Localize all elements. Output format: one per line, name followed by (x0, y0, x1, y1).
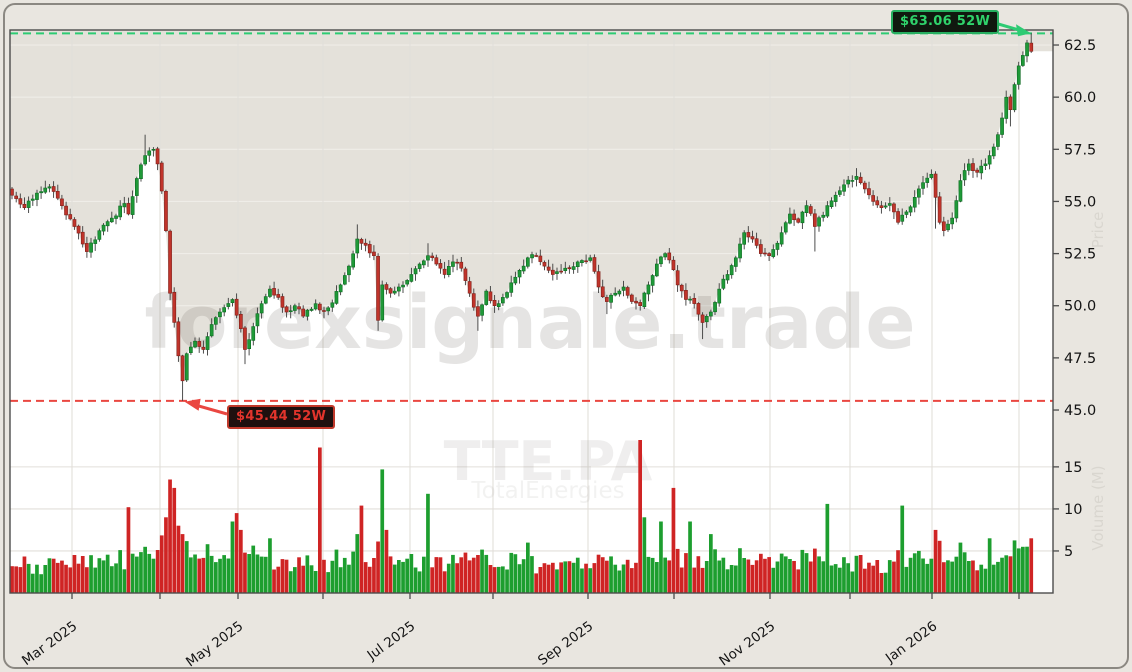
svg-text:Sep 2025: Sep 2025 (535, 618, 596, 669)
svg-text:Mar 2025: Mar 2025 (19, 618, 80, 669)
volume-series (10, 440, 1034, 593)
svg-text:47.5: 47.5 (1064, 351, 1096, 367)
high-52w-label: $63.06 52W (891, 10, 1000, 34)
month-gridlines (71, 30, 1020, 593)
svg-text:57.5: 57.5 (1064, 142, 1096, 158)
svg-text:10: 10 (1064, 502, 1082, 518)
watermark-company: TotalEnergies (470, 478, 624, 504)
svg-text:55.0: 55.0 (1064, 194, 1096, 210)
plot-border (9, 29, 1054, 594)
svg-text:45.0: 45.0 (1064, 403, 1096, 419)
volume-axis-title: Volume (M) (1089, 465, 1107, 550)
date-axis: Mar 2025 May 2025 Jul 2025 Sep 2025 Nov 2025… (19, 593, 1020, 670)
svg-text:50.0: 50.0 (1064, 299, 1096, 315)
svg-text:Jan 2026: Jan 2026 (882, 618, 940, 666)
price-axis-title: Price (1089, 212, 1107, 249)
candlestick-series (10, 33, 1034, 401)
svg-text:52.5: 52.5 (1064, 247, 1096, 263)
watermark-site: forexsignale.trade (144, 280, 915, 366)
svg-text:Nov 2025: Nov 2025 (716, 618, 778, 669)
svg-text:60.0: 60.0 (1064, 90, 1096, 106)
underprice-area-fill (10, 42, 1053, 593)
svg-text:62.5: 62.5 (1064, 38, 1096, 54)
watermark-symbol: TTE.PA (444, 430, 653, 493)
svg-text:May 2025: May 2025 (183, 618, 246, 670)
svg-text:15: 15 (1064, 460, 1082, 476)
svg-text:Jul 2025: Jul 2025 (364, 618, 419, 664)
svg-text:5: 5 (1064, 544, 1073, 560)
low-52w-label: $45.44 52W (227, 405, 336, 429)
price-axis: 62.5 60.0 57.5 55.0 52.5 50.0 47.5 45.0 15 10 5 (1053, 38, 1096, 560)
